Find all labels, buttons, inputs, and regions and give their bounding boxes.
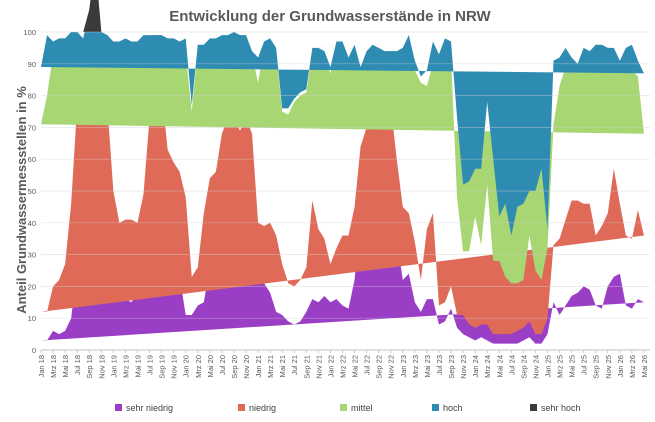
legend-swatch [530,404,537,411]
x-tick-label: Jul 24 [507,355,516,375]
plot-area [41,0,644,344]
y-tick-label: 50 [28,187,36,196]
x-tick-label: Mai 18 [61,355,70,378]
x-tick-label: Mai 19 [133,355,142,378]
x-tick-label: Sep 19 [158,355,167,379]
legend-label: hoch [443,403,463,413]
x-tick-label: Nov 22 [387,355,396,379]
x-tick-label: Jan 25 [543,355,552,378]
area-niedrig [41,0,644,335]
x-tick-label: Jul 20 [218,355,227,375]
x-tick-label: Sep 20 [230,355,239,379]
x-tick-label: Sep 22 [375,355,384,379]
x-tick-label: Mai 23 [423,355,432,378]
y-tick-label: 20 [28,282,36,291]
legend-swatch [238,404,245,411]
x-tick-label: Mai 24 [495,355,504,378]
area-mittel [41,0,644,284]
y-tick-label: 80 [28,92,36,101]
x-tick-label: Jan 19 [109,355,118,378]
axes: 0 10 20 30 40 50 60 70 80 90 100 Jan 18 Mrz 18 Mai 18… [23,28,650,379]
x-tick-label: Mai 25 [568,355,577,378]
x-tick-label: Mai 20 [206,355,215,378]
legend-swatch [115,404,122,411]
x-tick-label: Sep 24 [519,355,528,379]
legend-swatch [432,404,439,411]
x-tick-label: Jan 22 [326,355,335,378]
chart-title: Entwicklung der Grundwasserstände in NRW [169,8,491,25]
legend-label: niedrig [249,403,276,413]
x-tick-label: Jul 18 [73,355,82,375]
x-tick-label: Jan 21 [254,355,263,378]
x-tick-label: Jan 24 [471,355,480,378]
x-tick-label: Mai 26 [640,355,649,378]
legend-item-sehr-niedrig: sehr niedrig [115,403,173,413]
gridlines [41,31,650,351]
x-tick-label: Sep 23 [447,355,456,379]
legend-item-niedrig: niedrig [238,403,276,413]
x-tick-label: Jan 26 [616,355,625,378]
x-tick-label: Mai 21 [278,355,287,378]
x-tick-label: Mai 22 [351,355,360,378]
legend-item-mittel: mittel [340,403,373,413]
x-tick-label: Mrz 22 [338,355,347,378]
x-tick-label: Jul 22 [363,355,372,375]
y-tick-label: 40 [28,219,36,228]
x-tick-label: Mrz 24 [483,355,492,378]
x-tick-label: Nov 25 [604,355,613,379]
y-tick-label: 90 [28,60,36,69]
x-tick-label: Sep 25 [592,355,601,379]
x-tick-label: Jul 19 [146,355,155,375]
legend-item-sehr-hoch: sehr hoch [530,403,581,413]
y-axis-title: Anteil Grundwassermessstellen in % [14,86,29,314]
x-tick-label: Nov 18 [97,355,106,379]
y-tick-label: 100 [23,28,36,37]
x-tick-label: Sep 18 [85,355,94,379]
x-tick-label: Mrz 21 [266,355,275,378]
x-tick-label: Sep 21 [302,355,311,379]
area-hoch [41,0,644,236]
x-tick-label: Mrz 25 [556,355,565,378]
legend-item-hoch: hoch [432,403,463,413]
x-tick-label: Mrz 20 [194,355,203,378]
legend-label: mittel [351,403,373,413]
x-tick-label: Jul 23 [435,355,444,375]
y-tick-label: 0 [32,346,36,355]
x-tick-label: Nov 24 [531,355,540,379]
x-tick-label: Nov 19 [170,355,179,379]
x-tick-label: Jan 20 [182,355,191,378]
x-tick-label: Mrz 23 [411,355,420,378]
y-tick-label: 60 [28,155,36,164]
x-tick-label: Mrz 26 [628,355,637,378]
legend-label: sehr hoch [541,403,581,413]
x-tick-label: Nov 21 [314,355,323,379]
legend-label: sehr niedrig [126,403,173,413]
legend: sehr niedrig niedrig mittel hoch sehr hoch [115,403,581,413]
x-tick-label: Jul 21 [290,355,299,375]
y-tick-label: 10 [28,314,36,323]
legend-swatch [340,404,347,411]
x-tick-label: Nov 23 [459,355,468,379]
x-tick-label: Jan 23 [399,355,408,378]
x-tick-label: Jul 25 [580,355,589,375]
x-tick-label: Mrz 19 [121,355,130,378]
x-tick-label: Mrz 18 [49,355,58,378]
x-tick-label: Jan 18 [37,355,46,378]
y-tick-label: 70 [28,123,36,132]
y-tick-label: 30 [28,251,36,260]
x-tick-label: Nov 20 [242,355,251,379]
